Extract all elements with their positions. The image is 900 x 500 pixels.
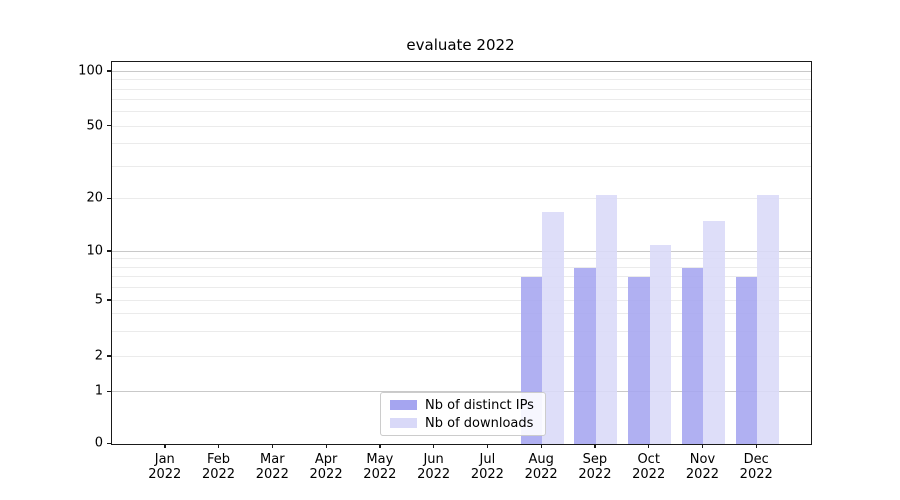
minor-gridline-40 bbox=[112, 143, 811, 145]
y-tick-mark-100 bbox=[107, 70, 111, 72]
bar-downloads-dec bbox=[757, 195, 779, 444]
x-tick-label-jan: Jan 2022 bbox=[148, 452, 182, 482]
minor-gridline-6 bbox=[112, 286, 811, 288]
y-tick-label-1: 1 bbox=[94, 383, 103, 399]
bar-distinct-ips-oct bbox=[628, 277, 650, 444]
x-tick-label-sep: Sep 2022 bbox=[578, 452, 612, 482]
legend: Nb of distinct IPs Nb of downloads bbox=[380, 392, 546, 436]
y-tick-mark-50 bbox=[107, 125, 111, 127]
y-tick-mark-0 bbox=[107, 442, 111, 444]
minor-gridline-60 bbox=[112, 111, 811, 113]
x-tick-label-feb: Feb 2022 bbox=[201, 452, 236, 482]
x-tick-label-nov: Nov 2022 bbox=[685, 452, 719, 482]
minor-gridline-5 bbox=[112, 299, 811, 301]
x-tick-mark-apr bbox=[325, 444, 327, 448]
legend-label-downloads: Nb of downloads bbox=[425, 415, 534, 431]
plot-area: Nb of distinct IPs Nb of downloads bbox=[111, 61, 812, 445]
y-tick-mark-2 bbox=[107, 355, 111, 357]
x-tick-mark-jul bbox=[486, 444, 489, 448]
x-tick-mark-feb bbox=[218, 444, 220, 448]
minor-gridline-4 bbox=[112, 313, 811, 315]
bar-downloads-aug bbox=[542, 211, 564, 444]
y-tick-label-5: 5 bbox=[94, 292, 103, 308]
minor-gridline-8 bbox=[112, 266, 811, 268]
bar-distinct-ips-dec bbox=[735, 277, 758, 444]
legend-swatch-downloads bbox=[390, 418, 417, 428]
x-tick-mark-oct bbox=[648, 444, 650, 448]
minor-gridline-30 bbox=[112, 166, 811, 168]
minor-gridline-3 bbox=[112, 331, 811, 332]
minor-gridline-20 bbox=[112, 198, 811, 200]
x-tick-mark-nov bbox=[701, 444, 704, 448]
y-tick-mark-20 bbox=[107, 197, 111, 199]
bar-distinct-ips-nov bbox=[681, 267, 704, 444]
y-tick-label-100: 100 bbox=[78, 63, 103, 79]
major-gridline-10 bbox=[112, 250, 811, 252]
major-gridline-1 bbox=[112, 391, 811, 393]
y-tick-mark-1 bbox=[107, 390, 111, 393]
chart-title: evaluate 2022 bbox=[406, 36, 515, 54]
legend-swatch-distinct-ips bbox=[390, 400, 417, 410]
legend-item-downloads: Nb of downloads bbox=[381, 416, 545, 431]
y-tick-mark-5 bbox=[107, 299, 111, 301]
x-tick-label-jun: Jun 2022 bbox=[417, 452, 451, 482]
bar-downloads-oct bbox=[649, 244, 672, 444]
y-tick-label-10: 10 bbox=[86, 243, 103, 259]
x-tick-mark-dec bbox=[755, 444, 758, 448]
x-tick-label-mar: Mar 2022 bbox=[255, 452, 289, 482]
x-tick-label-may: May 2022 bbox=[363, 452, 397, 482]
legend-label-distinct-ips: Nb of distinct IPs bbox=[425, 397, 534, 413]
minor-gridline-50 bbox=[112, 125, 811, 127]
y-tick-label-50: 50 bbox=[86, 118, 103, 134]
minor-gridline-2 bbox=[112, 355, 811, 357]
y-tick-label-0: 0 bbox=[94, 435, 103, 451]
minor-gridline-9 bbox=[112, 258, 811, 260]
x-tick-mark-may bbox=[379, 444, 381, 448]
x-tick-mark-mar bbox=[271, 444, 274, 448]
minor-gridline-70 bbox=[112, 99, 811, 101]
x-tick-label-jul: Jul 2022 bbox=[470, 452, 504, 482]
legend-item-distinct-ips: Nb of distinct IPs bbox=[381, 398, 545, 413]
x-tick-mark-sep bbox=[594, 444, 596, 448]
x-tick-label-oct: Oct 2022 bbox=[632, 452, 666, 482]
major-gridline-100 bbox=[112, 70, 811, 72]
x-tick-mark-aug bbox=[540, 444, 542, 448]
y-tick-label-2: 2 bbox=[94, 348, 103, 364]
bar-downloads-nov bbox=[703, 221, 725, 444]
minor-gridline-7 bbox=[112, 276, 811, 278]
x-tick-label-apr: Apr 2022 bbox=[309, 452, 343, 482]
x-tick-mark-jun bbox=[433, 444, 435, 448]
bar-distinct-ips-sep bbox=[574, 267, 596, 444]
x-tick-mark-jan bbox=[164, 444, 166, 448]
minor-gridline-90 bbox=[112, 79, 811, 81]
x-tick-label-dec: Dec 2022 bbox=[739, 452, 773, 482]
bar-downloads-sep bbox=[595, 195, 618, 444]
y-tick-label-20: 20 bbox=[86, 190, 103, 206]
minor-gridline-80 bbox=[112, 88, 811, 90]
x-tick-label-aug: Aug 2022 bbox=[524, 452, 558, 482]
y-tick-mark-10 bbox=[107, 250, 111, 252]
